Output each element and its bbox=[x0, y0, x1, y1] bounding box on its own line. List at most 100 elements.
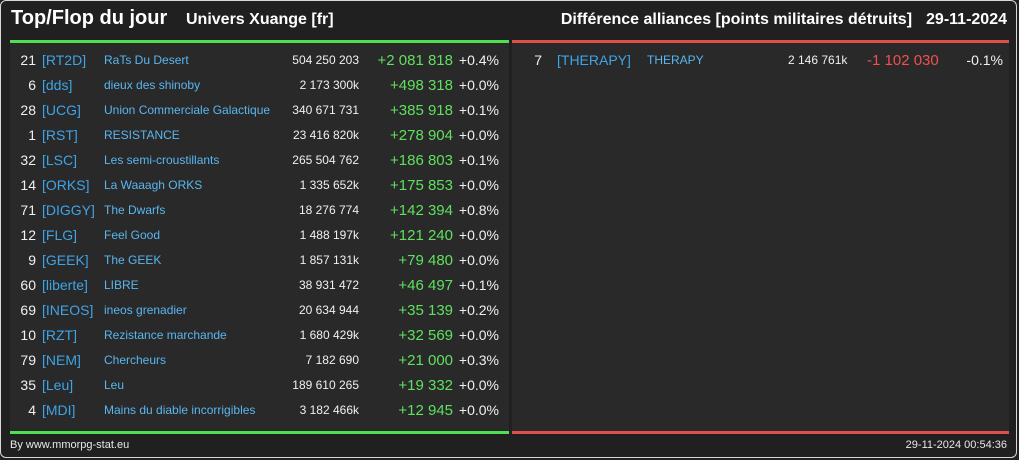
alliance-percent: +0.0% bbox=[458, 127, 499, 143]
alliance-name-link[interactable]: Feel Good bbox=[104, 228, 161, 242]
alliance-rank: 32 bbox=[20, 152, 36, 168]
alliance-name-link[interactable]: Rezistance marchande bbox=[104, 328, 227, 342]
alliance-tag-link[interactable]: [RT2D] bbox=[42, 52, 87, 68]
alliance-percent: +0.0% bbox=[458, 327, 499, 343]
alliance-rank: 35 bbox=[20, 377, 36, 393]
alliance-name-link[interactable]: ineos grenadier bbox=[104, 303, 187, 317]
alliance-name-link[interactable]: Union Commerciale Galactique bbox=[104, 103, 271, 117]
alliance-total: 1 335 652k bbox=[299, 178, 359, 192]
alliance-rank: 4 bbox=[28, 402, 36, 418]
alliance-tag-link[interactable]: [RST] bbox=[42, 127, 78, 143]
alliance-row: 4 [MDI] Mains du diable incorrigibles 3 182… bbox=[10, 398, 509, 423]
alliance-tag-link[interactable]: [liberte] bbox=[42, 277, 88, 293]
alliance-percent: +0.0% bbox=[458, 77, 499, 93]
alliance-tag-link[interactable]: [THERAPY] bbox=[557, 52, 631, 68]
alliance-rank: 21 bbox=[20, 52, 36, 68]
alliance-tag-link[interactable]: [INEOS] bbox=[42, 302, 94, 318]
alliance-percent: +0.0% bbox=[458, 177, 499, 193]
alliance-rank: 9 bbox=[28, 252, 36, 268]
alliance-diff: +142 394 bbox=[390, 202, 453, 219]
header-right: Différence alliances [points militaires … bbox=[561, 11, 1007, 29]
alliance-row: 9 [GEEK] The GEEK 1 857 131k +79 480 +0.0% bbox=[10, 248, 509, 273]
alliance-row: 10 [RZT] Rezistance marchande 1 680 429k +32… bbox=[10, 323, 509, 348]
alliance-rank: 79 bbox=[20, 352, 36, 368]
alliance-rank: 7 bbox=[534, 52, 542, 68]
alliance-name-link[interactable]: dieux des shinoby bbox=[104, 78, 201, 92]
alliance-tag-link[interactable]: [Leu] bbox=[42, 377, 74, 393]
alliance-percent: +0.3% bbox=[458, 352, 499, 368]
alliance-name-link[interactable]: Les semi-croustillants bbox=[104, 153, 220, 167]
alliance-rank: 60 bbox=[20, 277, 36, 293]
alliance-row: 1 [RST] RESISTANCE 23 416 820k +278 904 +0.0% bbox=[10, 123, 509, 148]
alliance-rank: 1 bbox=[28, 127, 36, 143]
alliance-percent: +0.8% bbox=[458, 202, 499, 218]
alliance-name-link[interactable]: RESISTANCE bbox=[104, 128, 180, 142]
alliance-row: 60 [liberte] LIBRE 38 931 472 +46 497 +0.1% bbox=[10, 273, 509, 298]
alliance-row: 28 [UCG] Union Commerciale Galactique 340 6… bbox=[10, 98, 509, 123]
alliance-percent: +0.1% bbox=[458, 277, 499, 293]
alliance-rank: 12 bbox=[20, 227, 36, 243]
alliance-tag-link[interactable]: [dds] bbox=[42, 77, 73, 93]
alliance-rank: 10 bbox=[20, 327, 36, 343]
alliance-diff: +121 240 bbox=[390, 227, 453, 244]
flop-panel: 7 [THERAPY] THERAPY 2 146 761k -1 102 030 -0.… bbox=[512, 40, 1009, 434]
alliance-total: 340 671 731 bbox=[292, 103, 359, 117]
alliance-total: 2 146 761k bbox=[788, 53, 848, 67]
alliance-rank: 14 bbox=[20, 177, 36, 193]
alliance-tag-link[interactable]: [FLG] bbox=[42, 227, 78, 243]
alliance-tag-link[interactable]: [ORKS] bbox=[42, 177, 90, 193]
alliance-tag-link[interactable]: [LSC] bbox=[42, 152, 78, 168]
universe-label: Univers Xuange [fr] bbox=[186, 11, 334, 28]
alliance-diff: +2 081 818 bbox=[377, 52, 454, 69]
alliance-total: 1 488 197k bbox=[299, 228, 359, 242]
alliance-total: 1 857 131k bbox=[299, 253, 359, 267]
alliance-name-link[interactable]: LIBRE bbox=[104, 278, 139, 292]
alliance-diff: +79 480 bbox=[398, 252, 453, 269]
alliance-row: 12 [FLG] Feel Good 1 488 197k +121 240 +0.0% bbox=[10, 223, 509, 248]
alliance-percent: +0.0% bbox=[458, 227, 499, 243]
alliance-name-link[interactable]: La Waaagh ORKS bbox=[104, 178, 203, 192]
alliance-row: 6 [dds] dieux des shinoby 2 173 300k +498 31… bbox=[10, 73, 509, 98]
alliance-tag-link[interactable]: [UCG] bbox=[42, 102, 81, 118]
alliance-total: 3 182 466k bbox=[299, 403, 359, 417]
alliance-total: 2 173 300k bbox=[299, 78, 359, 92]
alliance-tag-link[interactable]: [GEEK] bbox=[42, 252, 89, 268]
alliance-total: 504 250 203 bbox=[292, 53, 359, 67]
source-link[interactable]: By www.mmorpg-stat.eu bbox=[10, 439, 130, 451]
alliance-percent: -0.1% bbox=[966, 52, 1003, 68]
alliance-row: 79 [NEM] Chercheurs 7 182 690 +21 000 +0.3% bbox=[10, 348, 509, 373]
alliance-percent: +0.0% bbox=[458, 402, 499, 418]
alliance-tag-link[interactable]: [MDI] bbox=[42, 402, 76, 418]
footer-timestamp: 29-11-2024 00:54:36 bbox=[905, 439, 1007, 451]
alliance-diff: +46 497 bbox=[398, 277, 453, 294]
alliance-name-link[interactable]: The GEEK bbox=[104, 253, 162, 267]
alliance-tag-link[interactable]: [DIGGY] bbox=[42, 202, 95, 218]
alliance-diff: +186 803 bbox=[390, 152, 453, 169]
alliance-rank: 6 bbox=[28, 77, 36, 93]
alliance-tag-link[interactable]: [RZT] bbox=[42, 327, 77, 343]
alliance-name-link[interactable]: The Dwarfs bbox=[104, 203, 166, 217]
alliance-diff: +498 318 bbox=[390, 77, 453, 94]
alliance-row: 71 [DIGGY] The Dwarfs 18 276 774 +142 394 +0.… bbox=[10, 198, 509, 223]
alliance-diff: +12 945 bbox=[398, 402, 453, 419]
alliance-row: 14 [ORKS] La Waaagh ORKS 1 335 652k +175 853… bbox=[10, 173, 509, 198]
alliance-name-link[interactable]: RaTs Du Desert bbox=[104, 53, 189, 67]
header: Top/Flop du jour Univers Xuange [fr] Dif… bbox=[0, 0, 1019, 40]
alliance-percent: +0.2% bbox=[458, 302, 499, 318]
alliance-diff: +175 853 bbox=[390, 177, 453, 194]
alliance-name-link[interactable]: Leu bbox=[104, 378, 125, 392]
alliance-name-link[interactable]: THERAPY bbox=[647, 53, 704, 67]
alliance-row: 7 [THERAPY] THERAPY 2 146 761k -1 102 030 -0.… bbox=[512, 48, 1009, 73]
alliance-diff: +21 000 bbox=[398, 352, 453, 369]
alliance-diff: +32 569 bbox=[398, 327, 453, 344]
alliance-name-link[interactable]: Chercheurs bbox=[104, 353, 167, 367]
alliance-tag-link[interactable]: [NEM] bbox=[42, 352, 81, 368]
alliance-total: 189 610 265 bbox=[292, 378, 359, 392]
header-date: 29-11-2024 bbox=[926, 11, 1007, 28]
alliance-total: 23 416 820k bbox=[292, 128, 359, 142]
alliance-total: 7 182 690 bbox=[305, 353, 359, 367]
alliance-diff: -1 102 030 bbox=[867, 52, 939, 69]
alliance-name-link[interactable]: Mains du diable incorrigibles bbox=[104, 403, 256, 417]
alliance-total: 20 634 944 bbox=[298, 303, 359, 317]
